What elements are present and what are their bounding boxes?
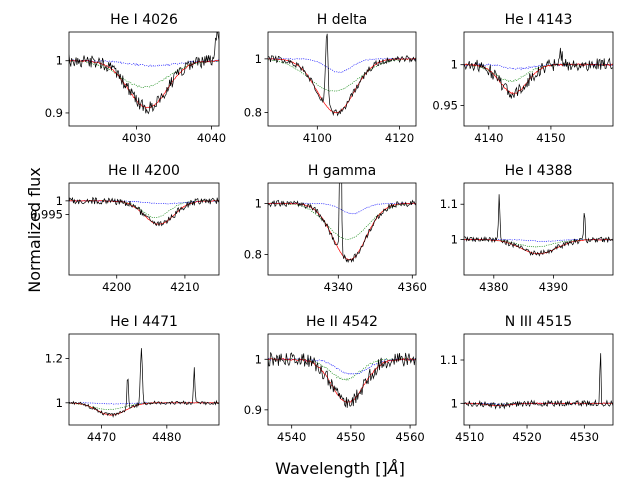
x-tick-label: 4040 <box>197 131 226 145</box>
x-tick-label: 4380 <box>479 280 508 294</box>
x-tick-label: 4520 <box>512 430 541 444</box>
y-tick-label: 1 <box>56 194 63 208</box>
y-tick-label: 1 <box>451 396 458 410</box>
panel-3: He I 4143 4140 4150 0.95 1 <box>432 12 614 145</box>
observed-line <box>69 32 219 115</box>
panel-2: H delta 4100 4120 0.8 1 <box>244 12 417 145</box>
x-tick-label: 4470 <box>87 430 116 444</box>
x-tick-label: 4530 <box>570 430 599 444</box>
observed-line <box>464 194 613 257</box>
axes-frame <box>267 333 417 426</box>
axes-frame <box>463 182 614 276</box>
observed-line <box>268 352 416 408</box>
observed-line <box>69 348 219 418</box>
blue-component-line <box>268 58 416 74</box>
x-tick-label: 4030 <box>122 131 151 145</box>
x-tick-label: 4210 <box>170 280 199 294</box>
x-tick-label: 4480 <box>152 430 181 444</box>
x-tick-label: 4200 <box>102 280 131 294</box>
observed-line <box>268 183 416 264</box>
model-line <box>268 58 416 114</box>
observed-line <box>268 33 416 117</box>
panel-title: He I 4471 <box>110 314 178 330</box>
panel-7: He I 4471 4470 4480 1 1.2 <box>45 314 220 444</box>
y-tick-label: 0.95 <box>432 99 458 113</box>
y-tick-label: 1.2 <box>45 351 63 365</box>
panel-title: He II 4542 <box>306 314 378 330</box>
model-line <box>69 200 219 226</box>
axes-frame <box>463 31 614 127</box>
panel-8: He II 4542 4540 4550 4560 0.9 1 <box>244 314 425 444</box>
x-tick-label: 4510 <box>455 430 484 444</box>
panel-title: He II 4200 <box>108 163 180 179</box>
y-tick-label: 1.1 <box>440 353 458 367</box>
x-tick-label: 4120 <box>385 131 414 145</box>
axes-frame <box>463 333 614 426</box>
x-tick-label: 4360 <box>398 280 427 294</box>
panel-title: He I 4388 <box>505 163 573 179</box>
y-tick-label: 1 <box>451 233 458 247</box>
axes-frame <box>267 182 417 276</box>
axes-frame <box>68 31 220 127</box>
y-tick-label: 1 <box>451 58 458 72</box>
y-tick-label: 0.8 <box>244 106 262 120</box>
panel-1: He I 4026 4030 4040 0.9 1 <box>45 12 226 145</box>
x-tick-label: 4540 <box>277 430 306 444</box>
observed-line <box>464 353 613 410</box>
y-tick-label: 1 <box>255 352 262 366</box>
observed-line <box>69 196 219 227</box>
panel-title: N III 4515 <box>505 314 572 330</box>
y-tick-label: 0.995 <box>30 208 63 222</box>
y-tick-label: 0.8 <box>244 248 262 262</box>
panel-title: H gamma <box>308 163 376 179</box>
x-tick-label: 4560 <box>395 430 424 444</box>
model-line <box>464 63 613 95</box>
observed-line <box>464 47 613 99</box>
panel-title: He I 4143 <box>505 12 573 28</box>
model-line <box>69 59 219 109</box>
green-component-line <box>268 357 416 382</box>
y-tick-label: 0.9 <box>244 403 262 417</box>
model-line <box>464 238 613 255</box>
y-tick-label: 1 <box>255 196 262 210</box>
y-tick-label: 1 <box>56 396 63 410</box>
x-tick-label: 4550 <box>336 430 365 444</box>
x-tick-label: 4340 <box>324 280 353 294</box>
panel-6: He I 4388 4380 4390 1 1.1 <box>440 163 614 294</box>
x-tick-label: 4150 <box>536 131 565 145</box>
blue-component-line <box>268 357 416 375</box>
axes-frame <box>267 31 417 127</box>
y-tick-label: 1 <box>255 52 262 66</box>
panel-title: He I 4026 <box>110 12 178 28</box>
y-tick-label: 0.9 <box>45 106 63 120</box>
blue-component-line <box>464 63 613 71</box>
model-line <box>268 357 416 404</box>
axes-frame <box>68 333 220 426</box>
x-axis-label: Wavelength []Å] <box>275 459 405 478</box>
x-tick-label: 4100 <box>303 131 332 145</box>
axes-frame <box>68 182 220 276</box>
panel-9: N III 4515 4510 4520 4530 1 1.1 <box>440 314 614 444</box>
panel-5: H gamma 4340 4360 0.8 1 <box>244 163 427 294</box>
x-tick-label: 4140 <box>474 131 503 145</box>
panel-title: H delta <box>317 12 367 28</box>
green-component-line <box>268 58 416 92</box>
x-tick-label: 4390 <box>539 280 568 294</box>
y-axis-label: Normalized flux <box>25 167 44 293</box>
y-tick-label: 1.1 <box>440 197 458 211</box>
y-tick-label: 1 <box>56 54 63 68</box>
